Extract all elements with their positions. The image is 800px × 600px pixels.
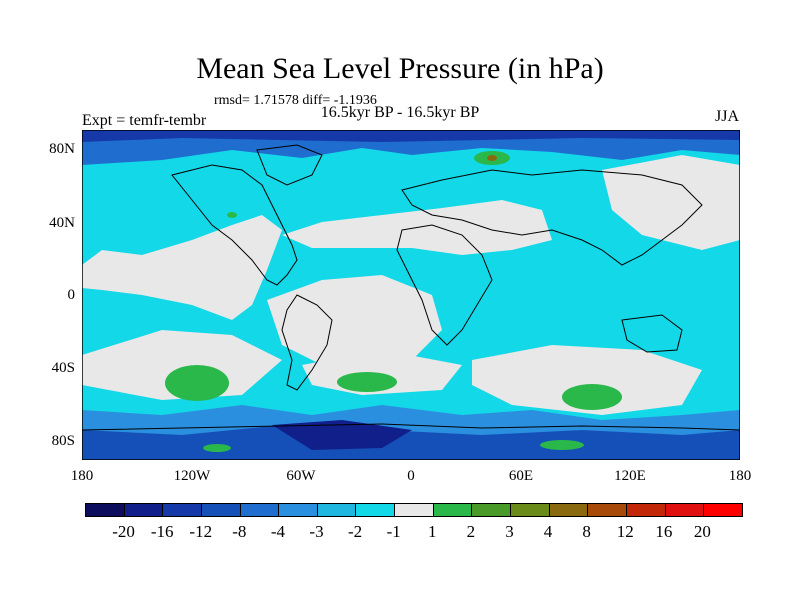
positive-region bbox=[562, 384, 622, 410]
lon-label: 60E bbox=[508, 468, 534, 484]
colorbar-swatch bbox=[163, 504, 202, 516]
positive-region bbox=[165, 365, 229, 401]
colorbar-swatch bbox=[511, 504, 550, 516]
colorbar-label: -2 bbox=[348, 522, 363, 541]
neutral-region bbox=[472, 345, 702, 415]
positive-region bbox=[203, 444, 231, 452]
lat-label: 0 bbox=[67, 287, 76, 303]
colorbar-swatch bbox=[549, 504, 589, 516]
lon-label: 120W bbox=[173, 468, 211, 484]
coastlines bbox=[82, 144, 740, 431]
lon-label: 0 bbox=[407, 468, 415, 484]
colorbar-label: 3 bbox=[505, 522, 514, 541]
positive-region bbox=[540, 440, 584, 450]
colorbar-swatch bbox=[588, 504, 627, 516]
colorbar-swatch bbox=[317, 504, 357, 516]
lon-label: 120E bbox=[614, 468, 646, 484]
map-title: Mean Sea Level Pressure (in hPa) bbox=[196, 52, 604, 85]
colorbar-label: -8 bbox=[232, 522, 247, 541]
colorbar-label: -16 bbox=[150, 522, 174, 541]
lon-label: 180 bbox=[70, 468, 94, 484]
positive-region bbox=[487, 155, 497, 161]
colorbar-label: -3 bbox=[309, 522, 324, 541]
colorbar-swatch bbox=[124, 504, 164, 516]
colorbar-swatch bbox=[433, 504, 473, 516]
colorbar-swatch bbox=[279, 504, 318, 516]
season-text: JJA bbox=[715, 108, 740, 125]
colorbar-swatch bbox=[626, 504, 666, 516]
colorbar-label: 1 bbox=[428, 522, 437, 541]
neutral-region bbox=[267, 275, 442, 370]
neutral-region bbox=[82, 215, 282, 320]
positive-region bbox=[227, 212, 237, 218]
colorbar-swatch bbox=[704, 504, 742, 516]
colorbar-label: 12 bbox=[616, 522, 634, 541]
experiment-text: Expt = temfr-tembr bbox=[82, 112, 207, 129]
colorbar-label: -20 bbox=[112, 522, 135, 541]
lon-label: 180 bbox=[728, 468, 752, 484]
colorbar-label: 8 bbox=[582, 522, 591, 541]
colorbar bbox=[85, 503, 743, 517]
lat-label: 80S bbox=[51, 433, 75, 449]
period-text: 16.5kyr BP - 16.5kyr BP bbox=[320, 104, 480, 121]
neutral-region bbox=[602, 155, 740, 250]
colorbar-swatch bbox=[356, 504, 396, 516]
colorbar-swatch bbox=[240, 504, 280, 516]
lat-label: 80N bbox=[49, 141, 75, 157]
lat-label: 40N bbox=[49, 215, 75, 231]
neutral-region bbox=[82, 330, 282, 400]
colorbar-label: 4 bbox=[543, 522, 553, 541]
pressure-map bbox=[82, 130, 740, 460]
negative-region bbox=[272, 420, 412, 450]
negative-region bbox=[82, 425, 740, 460]
colorbar-swatch bbox=[86, 504, 125, 516]
negative-region bbox=[82, 130, 740, 142]
lon-label: 60W bbox=[286, 468, 316, 484]
colorbar-label: -12 bbox=[189, 522, 213, 541]
colorbar-swatch bbox=[395, 504, 434, 516]
stats-text: rmsd= 1.71578 diff= -1.1936 bbox=[214, 93, 377, 108]
colorbar-swatch bbox=[472, 504, 512, 516]
colorbar-label: -4 bbox=[270, 522, 286, 541]
colorbar-swatch bbox=[201, 504, 241, 516]
positive-region bbox=[337, 372, 397, 392]
colorbar-label: 16 bbox=[655, 522, 673, 541]
colorbar-label: -1 bbox=[386, 522, 401, 541]
colorbar-label: 20 bbox=[693, 522, 711, 541]
lat-label: 40S bbox=[51, 360, 75, 376]
colorbar-label: 2 bbox=[466, 522, 476, 541]
colorbar-swatch bbox=[665, 504, 705, 516]
